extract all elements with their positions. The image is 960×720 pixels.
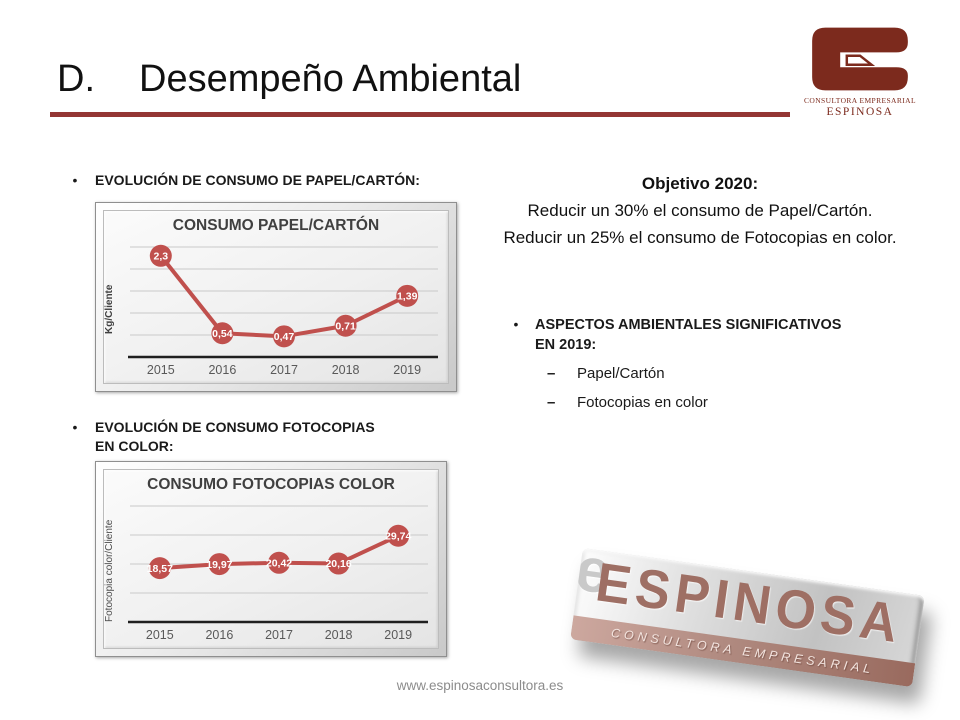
svg-text:2015: 2015	[146, 628, 174, 642]
svg-text:19,97: 19,97	[206, 559, 232, 571]
aspect-item-label: Fotocopias en color	[577, 394, 708, 411]
svg-text:2016: 2016	[208, 363, 236, 377]
chart-title: CONSUMO FOTOCOPIAS COLOR	[147, 476, 395, 493]
page-title: D. Desempeño Ambiental	[57, 58, 521, 101]
aspects-header: • ASPECTOS AMBIENTALES SIGNIFICATIVOS EN…	[497, 315, 917, 355]
list-item: – Fotocopias en color	[497, 393, 917, 413]
svg-text:0,47: 0,47	[274, 331, 295, 343]
bullet-icon: •	[72, 419, 78, 435]
objective-line-1: Reducir un 30% el consumo de Papel/Cartó…	[527, 201, 873, 220]
bullet-icon: •	[72, 172, 78, 188]
logo-c-icon	[812, 27, 908, 91]
bullet-fotocopias-color: • EVOLUCIÓN DE CONSUMO FOTOCOPIAS EN COL…	[55, 418, 415, 456]
dash-icon: –	[547, 394, 556, 411]
svg-text:18,57: 18,57	[147, 563, 173, 575]
bullet-fotocopias-color-label: EVOLUCIÓN DE CONSUMO FOTOCOPIAS EN COLOR…	[95, 419, 375, 454]
title-prefix: D.	[57, 58, 95, 100]
svg-text:2017: 2017	[265, 628, 293, 642]
svg-text:0,71: 0,71	[335, 320, 356, 332]
logo-company-name: ESPINOSA	[826, 106, 894, 118]
chart-plot-area: CONSUMO PAPEL/CARTÓN Kg/Cliente 2,3 2015 0…	[103, 210, 449, 384]
svg-text:2016: 2016	[205, 628, 233, 642]
chart-consumo-papel-carton: CONSUMO PAPEL/CARTÓN Kg/Cliente 2,3 2015 0…	[95, 202, 457, 392]
svg-text:0,54: 0,54	[212, 328, 233, 340]
footer-url: www.espinosaconsultora.es	[396, 678, 564, 693]
chart-line-plot: 2,3 2015 0,54 2016 0,47 2017 0,71 2018 1,39 2019	[128, 244, 438, 377]
aspects-title: ASPECTOS AMBIENTALES SIGNIFICATIVOS EN 2…	[535, 317, 842, 353]
chart-plot-area: CONSUMO FOTOCOPIAS COLOR Fotocopia color…	[103, 469, 439, 649]
bullet-papel-carton-label: EVOLUCIÓN DE CONSUMO DE PAPEL/CARTÓN:	[95, 172, 420, 188]
chart-title: CONSUMO PAPEL/CARTÓN	[172, 217, 380, 234]
svg-text:20,42: 20,42	[266, 557, 292, 569]
chart-y-axis-label: Kg/Cliente	[104, 284, 115, 334]
svg-text:2019: 2019	[384, 628, 412, 642]
svg-text:2015: 2015	[147, 363, 175, 377]
svg-text:1,39: 1,39	[397, 291, 418, 303]
company-logo: CONSULTORA EMPRESARIAL ESPINOSA	[795, 26, 925, 118]
aspects-block: • ASPECTOS AMBIENTALES SIGNIFICATIVOS EN…	[497, 315, 917, 413]
objective-title: Objetivo 2020:	[641, 174, 759, 193]
svg-text:2017: 2017	[270, 363, 298, 377]
chart-y-axis-label: Fotocopia color/Cliente	[104, 519, 115, 623]
chart-body: Fotocopia color/Cliente 18,57 2015 19,97 20…	[104, 494, 438, 648]
objective-block: Objetivo 2020: Reducir un 30% el consumo…	[470, 170, 930, 251]
title-underline	[50, 112, 790, 117]
chart-consumo-fotocopias-color: CONSUMO FOTOCOPIAS COLOR Fotocopia color…	[95, 461, 447, 657]
bullet-papel-carton: • EVOLUCIÓN DE CONSUMO DE PAPEL/CARTÓN:	[55, 171, 475, 190]
logo-subtitle: CONSULTORA EMPRESARIAL	[804, 96, 916, 105]
plaque-face: e ESPINOSA CONSULTORA EMPRESARIAL	[570, 548, 925, 688]
title-text: Desempeño Ambiental	[139, 58, 522, 100]
objective-line-2: Reducir un 25% el consumo de Fotocopias …	[503, 228, 897, 247]
list-item: – Papel/Cartón	[497, 364, 917, 384]
svg-text:29,74: 29,74	[385, 530, 411, 542]
aspect-item-label: Papel/Cartón	[577, 365, 665, 382]
svg-text:20,16: 20,16	[325, 558, 351, 570]
chart-line-plot: 18,57 2015 19,97 2016 20,42 2017 20,16 2018 29,7…	[128, 505, 428, 642]
dash-icon: –	[547, 365, 556, 382]
svg-text:2018: 2018	[332, 363, 360, 377]
chart-body: Kg/Cliente 2,3 2015 0,54 2016 0,47 2017 0,71 20…	[104, 235, 448, 383]
bullet-icon: •	[513, 316, 519, 332]
svg-text:2018: 2018	[325, 628, 353, 642]
svg-text:2019: 2019	[393, 363, 421, 377]
svg-text:2,3: 2,3	[153, 250, 168, 262]
